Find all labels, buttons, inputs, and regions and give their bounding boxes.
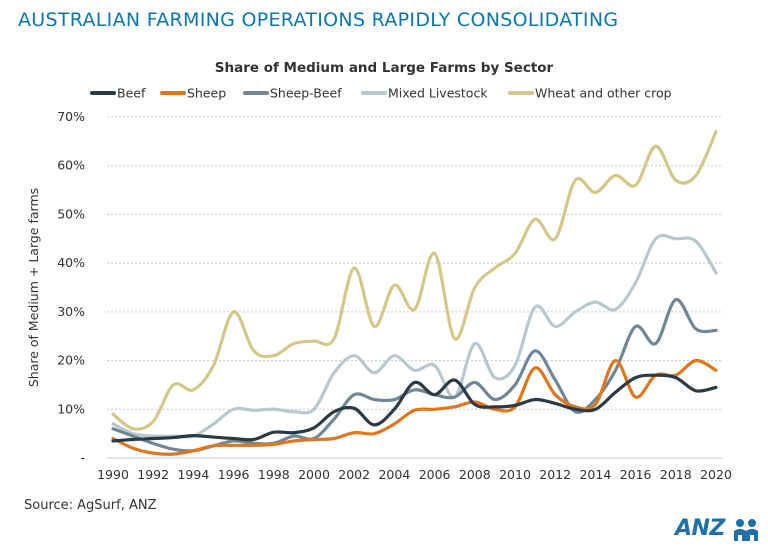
x-tick-label: 2016 (620, 467, 652, 482)
series-line-wheat-and-other-crop (111, 130, 718, 431)
source-note: Source: AgSurf, ANZ (24, 498, 157, 513)
gridlines (107, 116, 722, 459)
y-axis-ticks: - 10% 20% 30% 40% 50% 60% 70% (57, 109, 85, 465)
legend-label: Wheat and other crop (535, 86, 672, 101)
x-tick-label: 2000 (298, 467, 330, 482)
x-axis-ticks: 1990 1992 1994 1996 1998 2000 2002 2004 2006 2008… (97, 467, 732, 482)
series-line-beef (111, 373, 718, 443)
x-tick-label: 2012 (539, 467, 571, 482)
x-tick-label: 2002 (338, 467, 370, 482)
y-tick-label: 20% (57, 353, 85, 368)
x-tick-label: 2010 (499, 467, 531, 482)
anz-people-icon (734, 519, 758, 541)
logo-text: ANZ (675, 516, 725, 541)
x-tick-label: 1992 (137, 467, 169, 482)
legend-label: Beef (117, 86, 146, 101)
y-tick-label: 30% (57, 304, 85, 319)
legend-label: Mixed Livestock (388, 86, 488, 101)
x-tick-label: 1994 (177, 467, 209, 482)
y-tick-label: 70% (57, 109, 85, 124)
x-tick-label: 2006 (419, 467, 451, 482)
x-tick-label: 1998 (258, 467, 290, 482)
anz-logo: ANZ (675, 514, 759, 546)
y-tick-label: 40% (57, 255, 85, 270)
y-tick-label: 60% (57, 158, 85, 173)
x-tick-label: 2004 (378, 467, 410, 482)
x-tick-label: 1990 (97, 467, 129, 482)
series-lines (111, 130, 718, 456)
legend-label: Sheep-Beef (270, 86, 342, 101)
y-tick-label: 50% (57, 206, 85, 221)
legend: Beef Sheep Sheep-Beef Mixed Livestock Wheat … (90, 86, 672, 101)
chart-title: Share of Medium and Large Farms by Secto… (215, 60, 554, 76)
y-tick-label: 10% (57, 401, 85, 416)
series-line-mixed-livestock (111, 233, 718, 439)
x-tick-label: 2014 (579, 467, 611, 482)
page-title: AUSTRALIAN FARMING OPERATIONS RAPIDLY CO… (18, 9, 619, 31)
series-line-sheep (111, 358, 718, 456)
x-tick-label: 2020 (700, 467, 732, 482)
x-tick-label: 2008 (459, 467, 491, 482)
x-tick-label: 1996 (218, 467, 250, 482)
y-axis-label: Share of Medium + Large farms (26, 188, 41, 387)
x-tick-label: 2018 (660, 467, 692, 482)
y-tick-label: - (80, 450, 85, 465)
legend-label: Sheep (187, 86, 226, 101)
